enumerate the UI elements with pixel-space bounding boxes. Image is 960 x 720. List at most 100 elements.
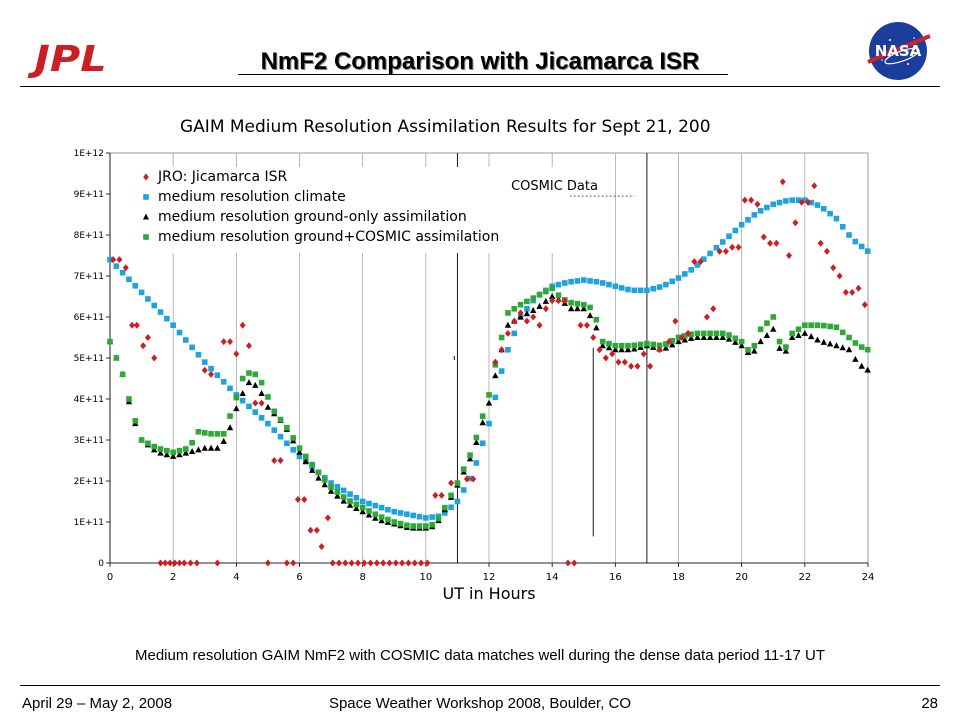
series-0-point (418, 559, 425, 567)
series-0-point (830, 264, 837, 272)
series-0-point (684, 329, 691, 337)
series-0-point (716, 247, 723, 255)
series-0-point (181, 559, 188, 567)
series-1-point (612, 283, 619, 290)
series-1-point (770, 201, 777, 208)
series-3-point (776, 338, 783, 345)
series-2-point (353, 504, 360, 511)
series-2-point (169, 452, 177, 459)
series-0-point (823, 247, 830, 255)
series-0-point (122, 264, 129, 272)
series-2-point (157, 449, 164, 456)
series-2-point (776, 344, 783, 351)
series-2-point (346, 501, 354, 508)
series-0-point (233, 350, 240, 358)
series-0-point (571, 559, 578, 567)
series-3-point (138, 437, 145, 443)
series-3-point (599, 338, 606, 345)
series-0-point (271, 457, 278, 464)
series-1-point (726, 233, 732, 240)
series-3-point (757, 326, 764, 333)
slide-caption: Medium resolution GAIM NmF2 with COSMIC … (134, 647, 826, 664)
slide-title: NmF2 Comparison with Jicamarca ISR (260, 48, 700, 75)
series-2-point (820, 338, 827, 345)
series-1-point (745, 217, 751, 223)
footer-date: April 29 – May 2, 2008 (22, 695, 173, 712)
series-1-point (713, 244, 720, 251)
series-3-point (429, 521, 435, 528)
series-2-point (163, 451, 171, 458)
series-3-point (688, 331, 694, 338)
series-3-point (656, 342, 663, 349)
series-0-point (710, 305, 717, 313)
series-1-point (416, 513, 423, 520)
series-2-point (492, 372, 499, 379)
series-2-point (220, 437, 227, 444)
series-3-point (675, 334, 682, 341)
series-1-point (265, 420, 271, 427)
series-3-point (555, 292, 562, 298)
series-1-point (328, 480, 334, 486)
series-3-point (770, 314, 777, 320)
series-1-point (164, 315, 170, 322)
series-1-point (827, 210, 833, 217)
series-0-point (110, 256, 117, 264)
legend-marker (143, 234, 149, 240)
x-tick-label: 16 (609, 572, 622, 583)
series-0-point (511, 317, 518, 325)
series-0-point (171, 559, 178, 567)
series-2-point (340, 497, 347, 504)
series-3-point (347, 498, 353, 504)
nasa-logo: NASA (867, 22, 931, 80)
series-2-point (713, 334, 720, 340)
series-0-point (628, 362, 635, 370)
series-3-point (176, 447, 183, 454)
series-2-point (770, 325, 777, 332)
series-3-point (618, 342, 625, 349)
series-0-point (786, 252, 793, 259)
series-1-point (473, 460, 480, 466)
series-3-point (435, 515, 442, 522)
legend-label: medium resolution climate (158, 189, 346, 205)
y-tick-label: 0 (98, 559, 104, 569)
series-2-point (479, 419, 486, 426)
series-2-point (517, 313, 524, 320)
series-1-point (113, 263, 120, 269)
series-0-point (754, 200, 761, 208)
series-0-point (361, 559, 368, 567)
series-2-point (359, 508, 366, 515)
series-3-point (852, 340, 859, 346)
series-3-point (290, 435, 296, 441)
series-1-point (385, 506, 391, 513)
series-0-point (470, 475, 477, 483)
series-3-point (423, 523, 429, 529)
series-0-point (748, 196, 755, 204)
series-3-point (246, 370, 252, 376)
series-0-point (335, 559, 342, 567)
series-2-point (207, 444, 215, 451)
series-3-point (284, 424, 290, 431)
y-tick-label: 5E+11 (74, 354, 104, 364)
series-0-point (448, 479, 455, 487)
series-0-point (767, 239, 774, 247)
series-3-point (839, 329, 846, 336)
series-0-point (277, 457, 284, 464)
series-1-point (220, 378, 227, 385)
series-0-point (354, 559, 361, 567)
series-1-point (505, 347, 511, 353)
series-1-point (688, 267, 694, 273)
series-3-point (233, 394, 240, 401)
series-2-point (372, 514, 379, 521)
series-0-point (187, 559, 194, 567)
series-1-point (593, 278, 600, 285)
series-3-point (802, 322, 808, 328)
series-3-point (682, 333, 688, 339)
series-0-point (424, 559, 431, 567)
series-3-point (511, 306, 518, 312)
series-3-point (827, 323, 833, 330)
series-1-point (524, 306, 530, 312)
series-3-point (359, 504, 366, 511)
header-divider (20, 86, 940, 87)
series-3-point (625, 342, 631, 349)
series-2-point (586, 312, 594, 319)
